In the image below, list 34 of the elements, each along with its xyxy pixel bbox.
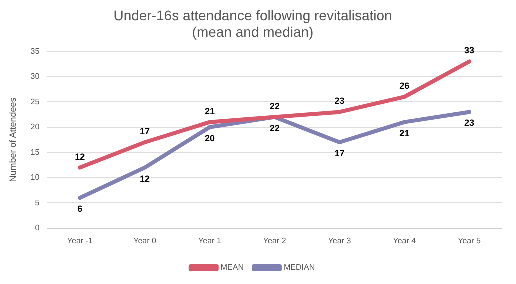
y-tick-label: 10 [30,173,40,182]
x-tick-label: Year 0 [134,236,158,246]
data-label: 20 [204,133,215,144]
x-tick-label: Year 1 [198,236,222,246]
y-tick-label: 30 [30,72,40,82]
y-tick-label: 15 [30,148,40,157]
data-label: 22 [270,101,280,112]
y-tick-label: 20 [30,122,40,132]
data-label: 12 [75,152,86,162]
y-tick-label: 25 [30,97,40,106]
legend-label: MEDIAN [284,263,316,272]
data-label: 21 [204,106,215,116]
y-tick-label: 0 [35,224,40,233]
data-label: 17 [140,126,150,137]
data-label: 23 [464,118,475,128]
data-label: 23 [334,96,345,106]
text: (mean and median) [192,24,314,40]
data-label: 22 [270,123,280,134]
text: Under-16s attendance following revitalisation [114,7,392,24]
x-tick-label: Year -1 [67,236,94,246]
legend-label: MEAN [220,263,244,272]
y-tick-label: 35 [30,46,40,56]
y-tick-label: 5 [35,198,40,208]
data-label: 26 [400,81,410,92]
x-tick-label: Year 2 [263,236,287,246]
x-tick-label: Year 4 [393,236,417,246]
data-label: 17 [334,148,345,159]
data-label: 33 [464,46,475,56]
data-label: 21 [400,128,410,138]
y-axis-title: Number of Attendees [8,97,18,182]
x-tick-label: Year 3 [328,236,352,246]
data-label: 12 [140,174,150,184]
data-label: 6 [78,204,83,214]
x-tick-label: Year 5 [458,236,482,246]
